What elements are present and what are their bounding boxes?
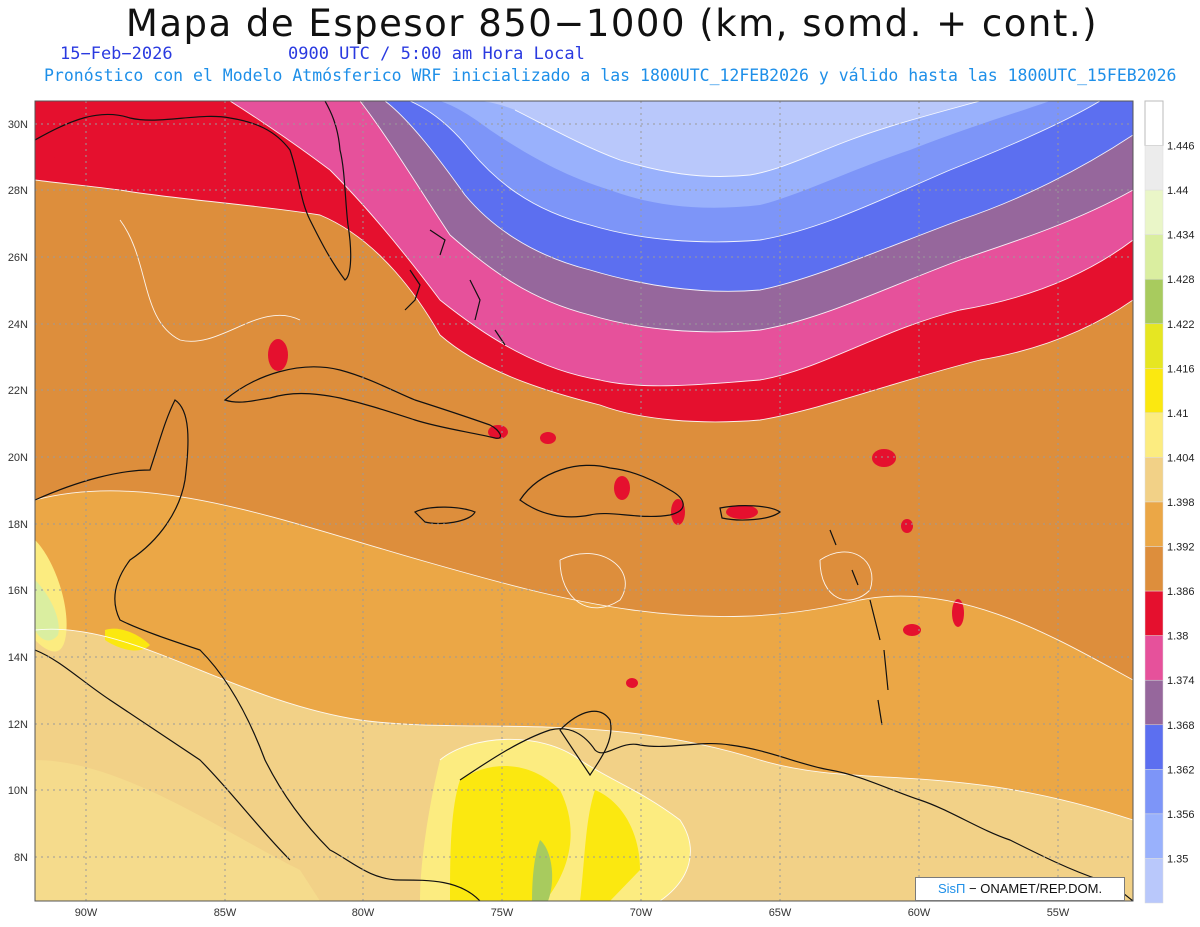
colorbar-label: 1.35 — [1167, 853, 1188, 865]
colorbar-swatch — [1144, 100, 1164, 147]
lat-label: 10N — [8, 785, 28, 797]
lat-label: 20N — [8, 452, 28, 464]
lat-label: 30N — [8, 119, 28, 131]
colorbar-swatch — [1144, 635, 1164, 681]
lon-label: 80W — [352, 907, 375, 919]
colorbar-label: 1.404 — [1167, 452, 1195, 464]
lat-label: 26N — [8, 252, 28, 264]
lon-label: 90W — [75, 907, 98, 919]
colorbar-label: 1.392 — [1167, 542, 1195, 554]
colorbar-label: 1.374 — [1167, 675, 1195, 687]
colorbar-label: 1.41 — [1167, 408, 1188, 420]
colorbar-swatch — [1144, 323, 1164, 369]
credit-box: SisΠ − ONAMET/REP.DOM. — [915, 877, 1125, 901]
credit-text: − ONAMET/REP.DOM. — [969, 881, 1103, 896]
credit-brand: SisΠ — [937, 881, 966, 896]
colorbar-label: 1.362 — [1167, 764, 1195, 776]
lat-axis: 30N 28N 26N 24N 22N 20N 18N 16N 14N 12N … — [8, 119, 28, 864]
colorbar: 1.446 1.44 1.434 1.428 1.422 1.416 1.41 1.404 1.… — [1144, 100, 1195, 904]
colorbar-swatch — [1144, 546, 1164, 592]
colorbar-label: 1.386 — [1167, 586, 1195, 598]
colorbar-swatch — [1144, 189, 1164, 235]
colorbar-label: 1.416 — [1167, 363, 1195, 375]
coastlines — [35, 101, 1133, 901]
colorbar-label: 1.44 — [1167, 185, 1188, 197]
lat-label: 16N — [8, 585, 28, 597]
forecast-subtitle: Pronóstico con el Modelo Atmósferico WRF… — [44, 66, 1177, 85]
colorbar-swatch — [1144, 457, 1164, 503]
colorbar-swatch — [1144, 501, 1164, 547]
lon-label: 75W — [491, 907, 514, 919]
colorbar-swatch — [1144, 813, 1164, 859]
colorbar-swatch — [1144, 679, 1164, 726]
colorbar-swatch — [1144, 278, 1164, 325]
forecast-time: 0900 UTC / 5:00 am Hora Local — [288, 44, 585, 64]
colorbar-label: 1.428 — [1167, 274, 1195, 286]
colorbar-swatch — [1144, 145, 1164, 191]
colorbar-swatch — [1144, 412, 1164, 458]
thickness-field — [35, 101, 1133, 901]
lat-label: 8N — [14, 852, 28, 864]
forecast-date: 15−Feb−2026 — [60, 44, 173, 64]
colorbar-swatch — [1144, 858, 1164, 904]
colorbar-label: 1.422 — [1167, 319, 1195, 331]
colorbar-swatch — [1144, 234, 1164, 280]
colorbar-label: 1.368 — [1167, 720, 1195, 732]
colorbar-swatch — [1144, 368, 1164, 414]
lon-label: 55W — [1047, 907, 1070, 919]
colorbar-label: 1.446 — [1167, 141, 1195, 153]
colorbar-label: 1.434 — [1167, 230, 1195, 242]
lon-axis: 90W 85W 80W 75W 70W 65W 60W 55W — [75, 907, 1070, 919]
lon-label: 65W — [769, 907, 792, 919]
lat-label: 24N — [8, 319, 28, 331]
lat-label: 14N — [8, 652, 28, 664]
colorbar-swatch — [1144, 590, 1164, 636]
colorbar-swatch — [1144, 724, 1164, 770]
lat-label: 12N — [8, 719, 28, 731]
lat-label: 28N — [8, 185, 28, 197]
lat-label: 18N — [8, 519, 28, 531]
graticule — [35, 101, 1133, 901]
colorbar-label: 1.398 — [1167, 497, 1195, 509]
lon-label: 70W — [630, 907, 653, 919]
lon-label: 85W — [214, 907, 237, 919]
colorbar-label: 1.38 — [1167, 631, 1188, 643]
lat-label: 22N — [8, 385, 28, 397]
page-title: Mapa de Espesor 850−1000 (km, somd. + co… — [125, 2, 1099, 45]
colorbar-swatch — [1144, 769, 1164, 815]
colorbar-label: 1.356 — [1167, 809, 1195, 821]
plot-frame — [34, 100, 1134, 902]
lon-label: 60W — [908, 907, 931, 919]
